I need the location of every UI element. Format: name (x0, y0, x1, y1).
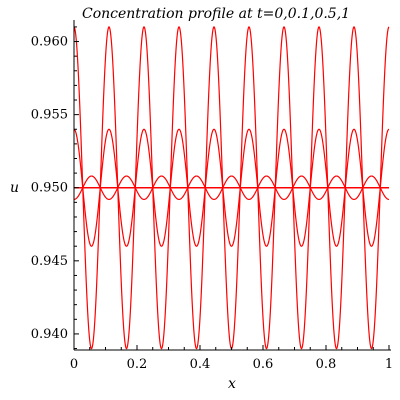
x-tick-label: 0.6 (253, 357, 274, 372)
x-tick-label: 1 (385, 357, 393, 372)
x-tick-label: 0.4 (190, 357, 211, 372)
chart-title: Concentration profile at t=0,0.1,0.5,1 (82, 6, 350, 22)
y-tick-label: 0.955 (31, 108, 68, 123)
plot-area (73, 26, 390, 350)
x-tick-label: 0.8 (316, 357, 337, 372)
y-tick-label: 0.960 (31, 35, 68, 50)
y-axis-label: u (10, 180, 19, 196)
x-tick-label: 0 (70, 357, 78, 372)
y-tick-label: 0.945 (31, 254, 68, 269)
x-tick-label: 0.2 (127, 357, 148, 372)
series-line-2 (73, 128, 390, 247)
y-tick-label: 0.950 (31, 181, 68, 196)
series-line-3 (73, 175, 390, 201)
x-axis-label: x (228, 376, 236, 392)
axes: 0 0.2 0.4 0.6 0.8 1 0.940 0.945 0.950 0.955 0.960 (31, 20, 393, 372)
y-tick-label: 0.940 (31, 327, 68, 342)
